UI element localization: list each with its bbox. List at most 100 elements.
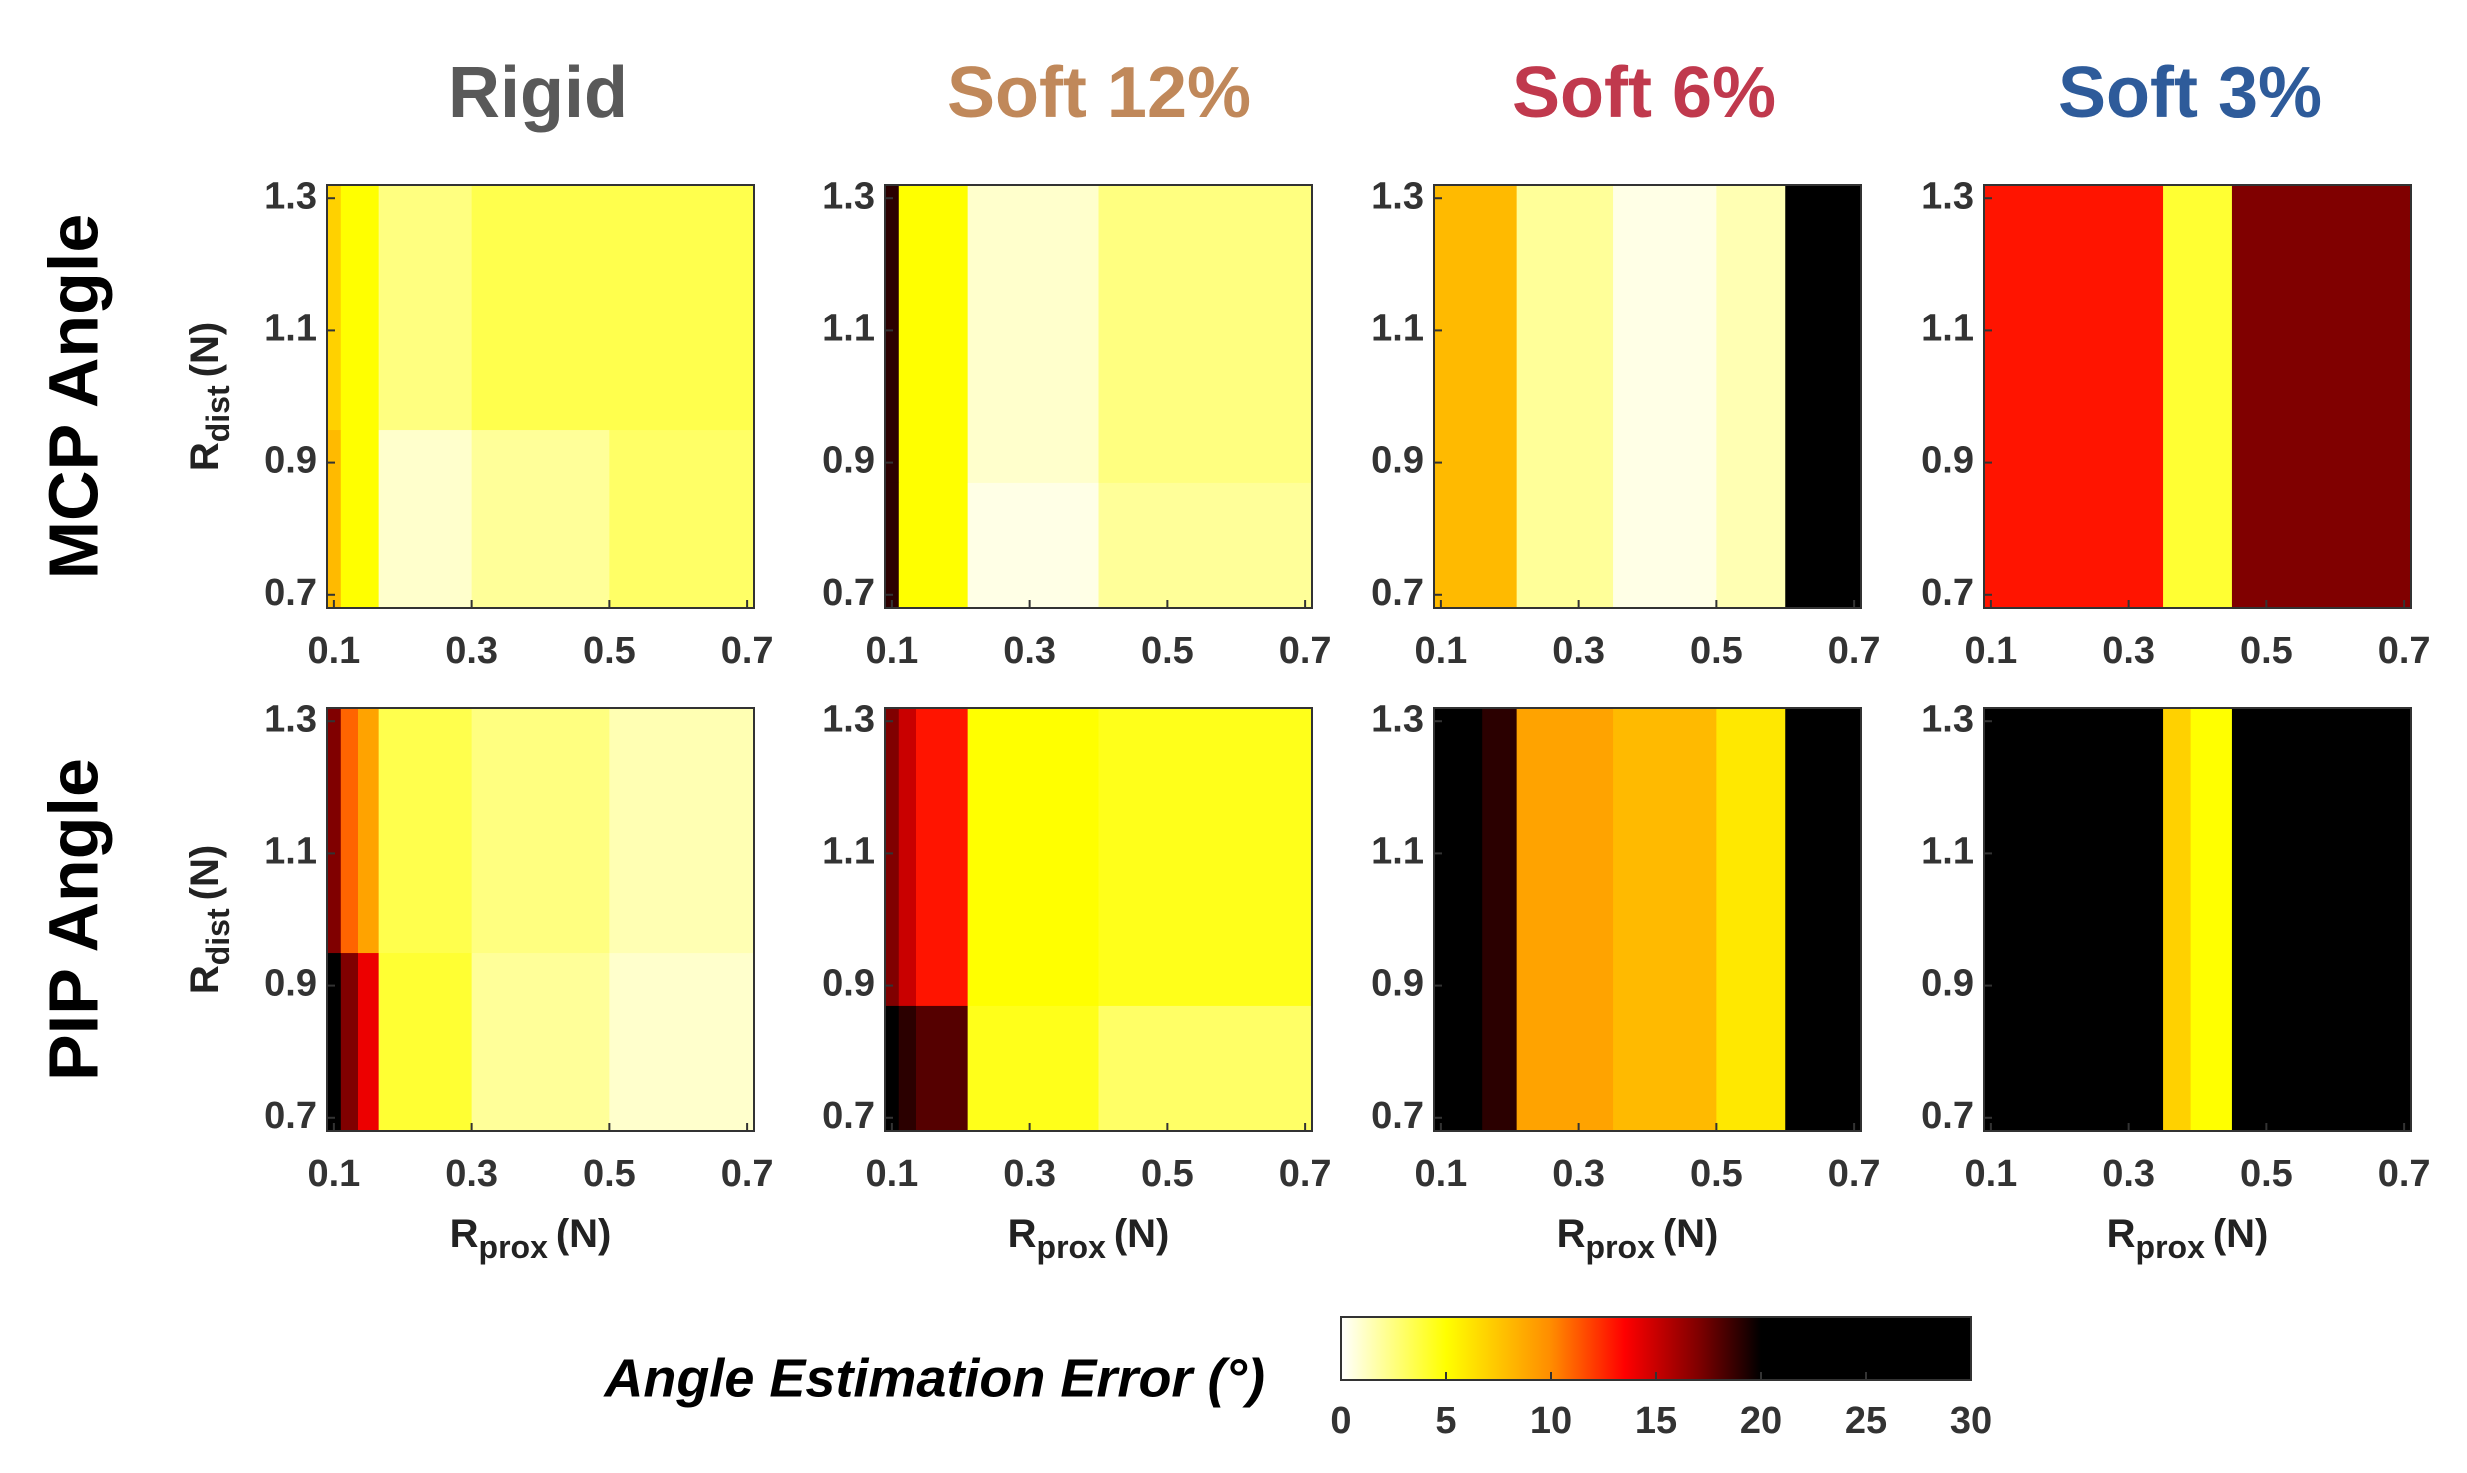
x-tick-label: 0.1 (865, 1153, 918, 1195)
x-tick-label: 0.7 (1279, 1153, 1332, 1195)
heatmap-cell (1516, 185, 1614, 609)
y-tick-label: 1.1 (264, 830, 317, 872)
heatmap-cell (915, 1005, 969, 1132)
heatmap-cell (471, 952, 610, 1132)
y-tick-label: 1.1 (1921, 830, 1974, 872)
heatmap-cell (1785, 708, 1862, 1132)
x-tick-label: 0.5 (583, 1153, 636, 1195)
x-tick-label: 0.1 (865, 630, 918, 672)
label-sub: dist (200, 385, 236, 442)
y-tick-label: 0.7 (1371, 572, 1424, 614)
heatmap-cell (2190, 708, 2233, 1132)
y-tick-label: 1.3 (1921, 698, 1974, 740)
plot-frame (326, 184, 755, 609)
x-tick-label: 0.3 (1003, 630, 1056, 672)
y-tick-label: 1.1 (264, 307, 317, 349)
heatmap-cell (898, 185, 969, 483)
y-tick-label: 0.7 (1921, 1095, 1974, 1137)
x-tick-label: 0.1 (1414, 1153, 1467, 1195)
y-tick-label: 0.9 (264, 440, 317, 482)
heatmap-cell (1098, 708, 1313, 1006)
label-sub: dist (200, 908, 236, 965)
heatmap-cell (609, 185, 755, 431)
heatmap-cell (357, 952, 380, 1132)
label-unit: (N) (183, 322, 227, 378)
y-tick-label: 0.9 (1921, 440, 1974, 482)
label-unit: (N) (2213, 1212, 2269, 1256)
label-unit: (N) (1114, 1212, 1170, 1256)
y-tick-label: 0.9 (264, 963, 317, 1005)
x-tick-label: 0.3 (1003, 1153, 1056, 1195)
heatmap-cell (2231, 185, 2412, 609)
heatmap-cell (1984, 708, 2164, 1132)
y-axis-label: Rdist (N) (183, 322, 237, 471)
plot-frame (884, 707, 1313, 1132)
heatmap-cell (340, 708, 359, 954)
heatmap-cell (967, 185, 1099, 483)
heatmap-cell (898, 1005, 917, 1132)
y-tick-label: 1.1 (822, 830, 875, 872)
heatmap-cell (885, 185, 900, 483)
heatmap-cell (327, 708, 342, 954)
heatmap-cell (609, 708, 755, 954)
label-sub: prox (1037, 1229, 1107, 1265)
heatmap-cell (898, 708, 917, 1006)
y-tick-label: 1.3 (1921, 175, 1974, 217)
plot-frame (1433, 707, 1862, 1132)
x-tick-label: 0.7 (721, 630, 774, 672)
heatmap-cell (915, 708, 969, 1006)
x-tick-label: 0.7 (2378, 630, 2431, 672)
y-tick-label: 0.9 (1371, 963, 1424, 1005)
heatmap-cell (327, 185, 342, 431)
label-unit: (N) (183, 845, 227, 901)
heatmap-cell (2163, 708, 2192, 1132)
y-tick-label: 1.3 (264, 175, 317, 217)
y-tick-label: 0.7 (264, 572, 317, 614)
heatmap-cell (471, 185, 610, 431)
heatmap-cell (357, 708, 380, 954)
x-tick-label: 0.1 (1964, 630, 2017, 672)
x-tick-label: 0.1 (307, 1153, 360, 1195)
heatmap-cell (609, 429, 755, 609)
x-tick-label: 0.3 (1552, 1153, 1605, 1195)
x-tick-label: 0.5 (1141, 1153, 1194, 1195)
heatmap-cell (967, 482, 1099, 609)
heatmap-cell (967, 1005, 1099, 1132)
label-main: R (1008, 1212, 1037, 1256)
y-tick-label: 0.7 (822, 1095, 875, 1137)
x-axis-label: Rprox (N) (2107, 1212, 2269, 1266)
label-unit: (N) (556, 1212, 612, 1256)
y-tick-label: 1.1 (1371, 830, 1424, 872)
colorbar-tick-label: 20 (1740, 1400, 1782, 1442)
heatmap-cell (378, 185, 473, 431)
x-tick-label: 0.7 (2378, 1153, 2431, 1195)
heatmap-cell (471, 429, 610, 609)
heatmap-cell (898, 482, 969, 609)
x-tick-label: 0.7 (1279, 630, 1332, 672)
x-tick-label: 0.1 (307, 630, 360, 672)
label-sub: prox (1586, 1229, 1656, 1265)
heatmap-cell (609, 952, 755, 1132)
column-title: Soft 3% (2058, 53, 2322, 133)
x-tick-label: 0.7 (1828, 630, 1881, 672)
label-main: R (183, 442, 227, 471)
label-main: R (183, 965, 227, 994)
heatmap-cell (1434, 185, 1518, 609)
y-tick-label: 1.1 (1371, 307, 1424, 349)
x-tick-label: 0.5 (1141, 630, 1194, 672)
x-axis-label: Rprox (N) (1557, 1212, 1719, 1266)
row-label: MCP Angle (34, 214, 112, 580)
heatmap-cell (340, 429, 380, 609)
plot-frame (1983, 184, 2412, 609)
colorbar-tick-label: 5 (1435, 1400, 1456, 1442)
x-tick-label: 0.3 (2102, 630, 2155, 672)
y-tick-label: 1.3 (822, 175, 875, 217)
heatmap-cell (1482, 708, 1518, 1132)
colorbar-tick-label: 0 (1330, 1400, 1351, 1442)
plot-frame (884, 184, 1313, 609)
heatmap-cell (1716, 185, 1786, 609)
column-title: Soft 6% (1512, 53, 1776, 133)
y-tick-label: 0.9 (1371, 440, 1424, 482)
x-tick-label: 0.3 (445, 1153, 498, 1195)
